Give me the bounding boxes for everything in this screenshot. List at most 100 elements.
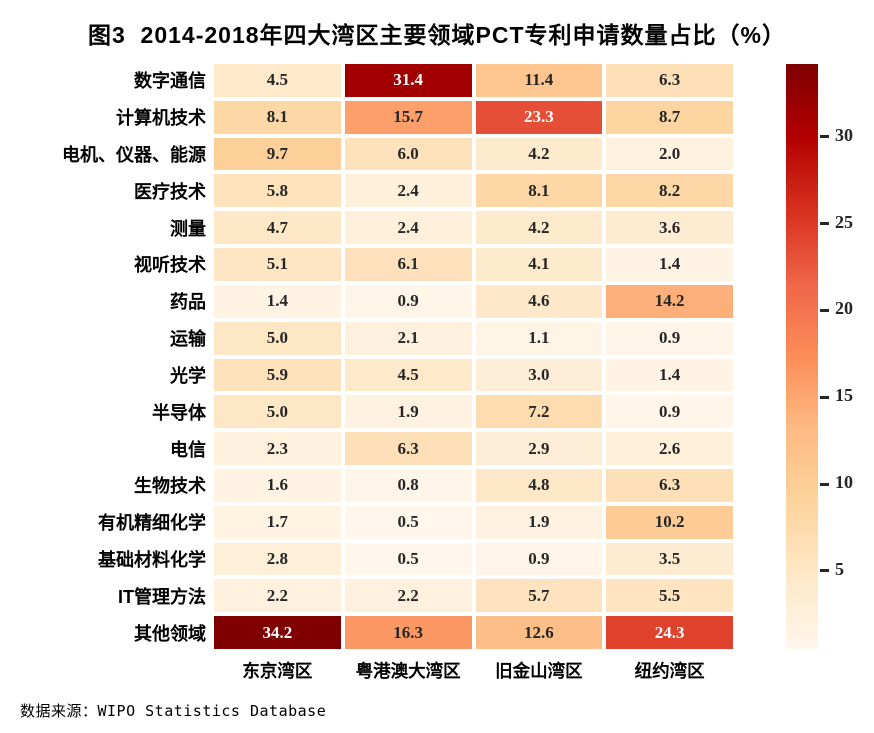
heatmap-cell: 4.2 (475, 211, 603, 245)
row-label: 测量 (170, 218, 206, 239)
heatmap-cell: 6.3 (606, 64, 733, 97)
column-label: 东京湾区 (242, 661, 313, 681)
heatmap-cell: 0.9 (606, 395, 733, 429)
heatmap-cell: 15.7 (344, 100, 472, 134)
page-title: 图3 2014-2018年四大湾区主要领域PCT专利申请数量占比（%） (87, 22, 786, 48)
heatmap-cell: 2.9 (475, 432, 603, 465)
heatmap-cell: 0.9 (344, 284, 472, 318)
heatmap-grid: 4.5 31.4 11.4 6.3 8.1 15.7 23.3 8.7 9.7 6.0 4.2 2.0… (214, 64, 733, 649)
heatmap-cell: 8.1 (475, 174, 603, 208)
heatmap-cell: 16.3 (344, 616, 472, 649)
heatmap-cell: 2.2 (344, 579, 472, 613)
heatmap-cell: 8.7 (606, 100, 733, 134)
row-label: 数字通信 (134, 71, 206, 92)
heatmap-cell: 5.5 (606, 579, 733, 613)
heatmap-cell: 5.8 (214, 174, 341, 208)
heatmap-cell: 23.3 (475, 100, 603, 134)
heatmap-cell: 1.1 (475, 321, 603, 355)
colorbar-tick-label: 25 (835, 211, 853, 232)
heatmap-cell: 2.4 (344, 211, 472, 245)
heatmap-cell: 4.8 (475, 468, 603, 502)
heatmap-cell: 1.9 (344, 395, 472, 429)
heatmap-cell: 6.3 (606, 468, 733, 502)
heatmap-cell: 6.0 (344, 137, 472, 171)
row-label: 视听技术 (134, 255, 206, 276)
heatmap-cell: 0.8 (344, 468, 472, 502)
row-label: 半导体 (152, 402, 206, 423)
heatmap-cell: 34.2 (214, 616, 341, 649)
column-label: 粤港澳大湾区 (355, 661, 461, 681)
heatmap-cell: 2.0 (606, 137, 733, 171)
colorbar-tick-mark (820, 395, 829, 399)
row-label: 电信 (170, 439, 206, 460)
heatmap-cell: 31.4 (344, 64, 472, 97)
heatmap-cell: 0.9 (475, 542, 603, 576)
heatmap-cell: 5.9 (214, 358, 341, 392)
heatmap-cell: 5.1 (214, 248, 341, 281)
heatmap-cell: 3.5 (606, 542, 733, 576)
colorbar-tick-mark (820, 135, 829, 139)
colorbar-tick-label: 5 (835, 558, 844, 579)
heatmap-cell: 4.5 (214, 64, 341, 97)
colorbar-tick-mark (820, 569, 829, 573)
heatmap-cell: 5.0 (214, 395, 341, 429)
heatmap-cell: 1.4 (214, 284, 341, 318)
colorbar-tick-mark (820, 222, 829, 226)
heatmap-cell: 4.1 (475, 248, 603, 281)
row-label: 光学 (170, 365, 206, 386)
heatmap-cell: 4.6 (475, 284, 603, 318)
heatmap-cell: 2.4 (344, 174, 472, 208)
heatmap-cell: 10.2 (606, 505, 733, 539)
colorbar-tick-label: 10 (835, 472, 853, 493)
row-label: 其他领域 (134, 623, 206, 644)
row-label: 计算机技术 (116, 108, 206, 129)
heatmap-cell: 7.2 (475, 395, 603, 429)
row-label: 有机精细化学 (98, 513, 206, 534)
heatmap-cell: 6.1 (344, 248, 472, 281)
row-label: 基础材料化学 (98, 549, 206, 570)
colorbar-tick-label: 20 (835, 298, 853, 319)
colorbar-tick-mark (820, 308, 829, 312)
colorbar (786, 64, 818, 649)
heatmap-cell: 12.6 (475, 616, 603, 649)
heatmap-cell: 1.4 (606, 248, 733, 281)
row-label: 运输 (170, 329, 206, 350)
colorbar-tick-label: 30 (835, 124, 853, 145)
row-label: 医疗技术 (134, 181, 206, 202)
heatmap-cell: 0.9 (606, 321, 733, 355)
row-label: 药品 (170, 292, 206, 313)
heatmap-cell: 4.7 (214, 211, 341, 245)
row-label: IT管理方法 (118, 586, 206, 607)
heatmap-cell: 14.2 (606, 284, 733, 318)
heatmap-cell: 2.6 (606, 432, 733, 465)
row-label: 生物技术 (134, 476, 206, 497)
heatmap-cell: 0.5 (344, 542, 472, 576)
heatmap-cell: 11.4 (475, 64, 603, 97)
heatmap-cell: 1.9 (475, 505, 603, 539)
heatmap-column-labels: 东京湾区 粤港澳大湾区 旧金山湾区 纽约湾区 (214, 658, 733, 683)
source-note: 数据来源：WIPO Statistics Database (20, 702, 327, 720)
heatmap-cell: 2.1 (344, 321, 472, 355)
heatmap-cell: 3.0 (475, 358, 603, 392)
heatmap-cell: 3.6 (606, 211, 733, 245)
column-label: 纽约湾区 (634, 661, 705, 681)
heatmap-cell: 8.1 (214, 100, 341, 134)
colorbar-tick-mark (820, 482, 829, 486)
heatmap-cell: 1.4 (606, 358, 733, 392)
heatmap-cell: 2.2 (214, 579, 341, 613)
heatmap-cell: 4.5 (344, 358, 472, 392)
heatmap-cell: 2.3 (214, 432, 341, 465)
heatmap-cell: 0.5 (344, 505, 472, 539)
heatmap-cell: 5.0 (214, 321, 341, 355)
heatmap-cell: 5.7 (475, 579, 603, 613)
column-label: 旧金山湾区 (495, 661, 583, 681)
row-label: 电机、仪器、能源 (62, 145, 206, 166)
colorbar-tick-label: 15 (835, 385, 853, 406)
heatmap-cell: 2.8 (214, 542, 341, 576)
heatmap-cell: 9.7 (214, 137, 341, 171)
heatmap-cell: 4.2 (475, 137, 603, 171)
heatmap-row-labels: 数字通信计算机技术电机、仪器、能源医疗技术测量视听技术药品运输光学半导体电信生物… (0, 64, 206, 649)
heatmap-cell: 8.2 (606, 174, 733, 208)
heatmap-cell: 1.7 (214, 505, 341, 539)
heatmap-cell: 6.3 (344, 432, 472, 465)
